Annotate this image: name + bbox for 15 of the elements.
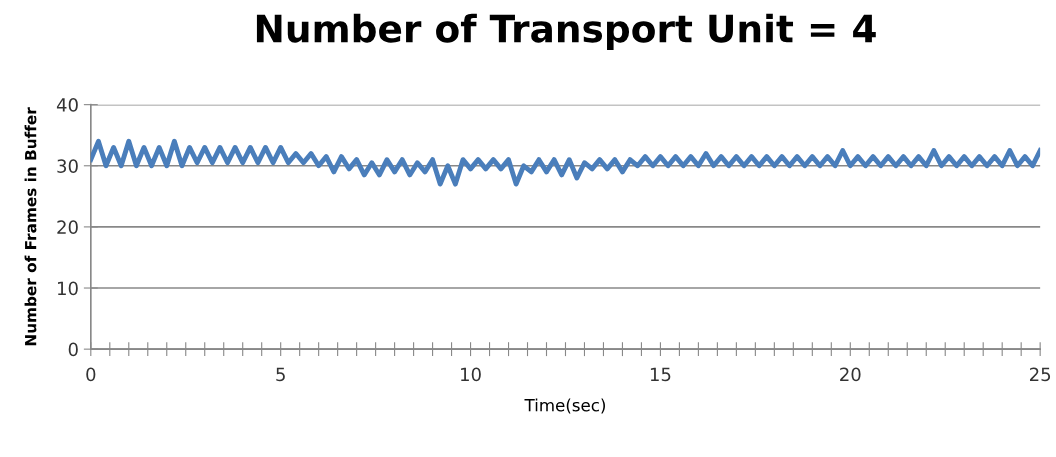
chart-title: Number of Transport Unit = 4 — [256, 13, 876, 50]
line-series — [90, 138, 1041, 187]
x-tick-label: 25 — [1030, 367, 1051, 382]
x-tick-label: 0 — [86, 367, 96, 382]
y-tick-label: 10 — [58, 281, 78, 296]
x-tick-label: 20 — [840, 367, 861, 382]
x-tick-label: 15 — [650, 367, 671, 382]
y-axis-title: Number of Frames in Buffer — [24, 107, 37, 346]
x-tick-label: 5 — [276, 367, 285, 382]
y-tick-label: 40 — [56, 98, 78, 112]
x-tick-label: 10 — [461, 367, 481, 382]
y-tick-label: 20 — [57, 220, 78, 235]
y-tick-label: 30 — [57, 159, 78, 173]
y-tick-label: 0 — [68, 342, 78, 357]
x-axis-title: Time(sec) — [524, 398, 605, 414]
